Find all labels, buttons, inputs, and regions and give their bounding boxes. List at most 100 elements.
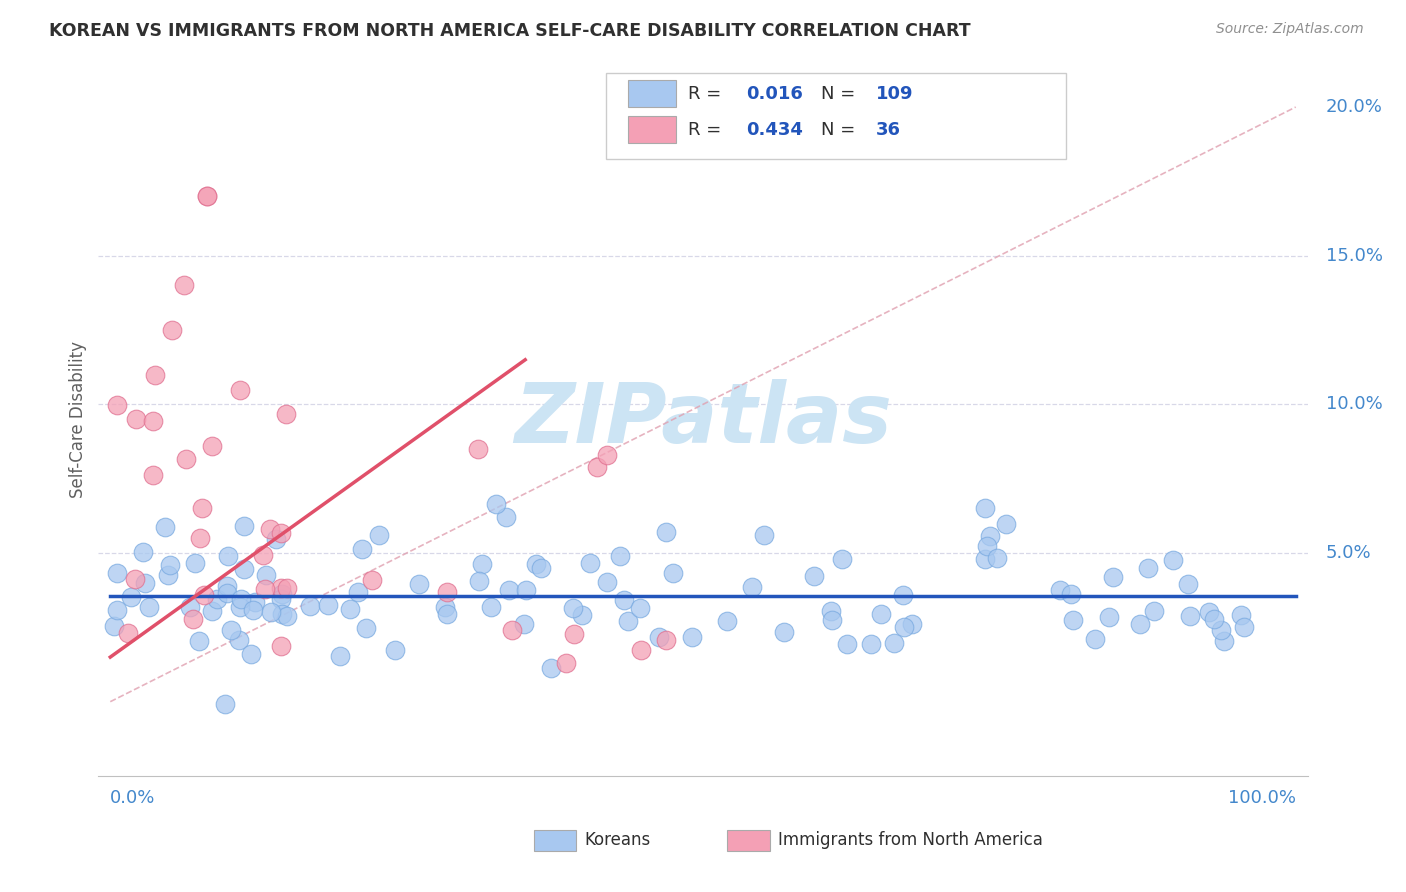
Text: ZIPatlas: ZIPatlas <box>515 379 891 459</box>
Point <box>228 600 250 615</box>
Point <box>134 575 156 590</box>
Bar <box>606 73 1066 159</box>
Y-axis label: Self-Care Disability: Self-Care Disability <box>69 341 87 498</box>
Point <box>835 636 858 650</box>
Point <box>232 562 254 576</box>
Bar <box>628 116 676 143</box>
Point <box>270 525 292 540</box>
Point <box>1212 634 1234 648</box>
Point <box>995 517 1018 532</box>
Point <box>1177 577 1199 591</box>
Point <box>276 407 298 421</box>
Text: 100.0%: 100.0% <box>1227 789 1296 807</box>
Point <box>159 558 181 572</box>
Point <box>1232 620 1254 634</box>
Point <box>883 636 905 650</box>
Point <box>229 592 252 607</box>
Point <box>254 568 277 582</box>
Point <box>143 368 166 382</box>
Point <box>1198 606 1220 620</box>
Point <box>360 573 382 587</box>
Point <box>1180 609 1202 624</box>
Point <box>408 577 430 591</box>
Point <box>228 633 250 648</box>
Point <box>1098 610 1121 624</box>
Point <box>252 549 274 563</box>
Point <box>197 189 219 203</box>
Point <box>124 572 146 586</box>
Point <box>681 630 703 644</box>
Bar <box>628 80 676 107</box>
Point <box>187 634 209 648</box>
Point <box>630 642 652 657</box>
Point <box>201 604 224 618</box>
Point <box>240 648 263 662</box>
Point <box>125 412 148 426</box>
Point <box>191 500 214 515</box>
Point <box>153 520 176 534</box>
Point <box>467 574 489 588</box>
Point <box>562 627 585 641</box>
Point <box>979 529 1001 543</box>
Point <box>1136 561 1159 575</box>
Text: R =: R = <box>689 85 727 103</box>
Point <box>433 600 456 615</box>
Point <box>976 539 998 553</box>
Point <box>1129 617 1152 632</box>
Point <box>298 599 321 613</box>
Point <box>221 623 243 637</box>
Point <box>870 607 893 621</box>
Point <box>270 639 292 653</box>
Point <box>142 414 165 428</box>
Text: KOREAN VS IMMIGRANTS FROM NORTH AMERICA SELF-CARE DISABILITY CORRELATION CHART: KOREAN VS IMMIGRANTS FROM NORTH AMERICA … <box>49 22 970 40</box>
Point <box>986 550 1008 565</box>
Point <box>117 626 139 640</box>
Point <box>596 448 619 462</box>
Point <box>585 459 607 474</box>
Point <box>188 531 211 545</box>
Point <box>276 581 298 595</box>
Point <box>467 442 489 456</box>
Point <box>471 558 494 572</box>
Bar <box>727 830 769 851</box>
Text: 5.0%: 5.0% <box>1326 544 1371 562</box>
Point <box>530 561 553 575</box>
Point <box>773 624 796 639</box>
Point <box>515 582 537 597</box>
Point <box>253 582 276 596</box>
Point <box>1062 613 1084 627</box>
Point <box>259 522 281 536</box>
Point <box>1161 553 1184 567</box>
Point <box>138 600 160 615</box>
Point <box>485 498 508 512</box>
Point <box>821 613 844 627</box>
Point <box>648 630 671 644</box>
Point <box>120 590 142 604</box>
Point <box>270 587 292 601</box>
Point <box>217 579 239 593</box>
Point <box>662 566 685 581</box>
Point <box>201 439 224 453</box>
Point <box>1211 623 1233 637</box>
Point <box>498 583 520 598</box>
Point <box>628 600 651 615</box>
Text: Immigrants from North America: Immigrants from North America <box>778 831 1043 849</box>
Point <box>193 588 215 602</box>
Point <box>973 500 995 515</box>
Point <box>655 632 678 647</box>
Point <box>197 189 219 203</box>
Point <box>571 607 593 622</box>
Point <box>752 528 775 542</box>
Point <box>183 556 205 570</box>
Text: Koreans: Koreans <box>585 831 651 849</box>
Point <box>513 616 536 631</box>
Text: 109: 109 <box>876 85 914 103</box>
Point <box>1230 607 1253 622</box>
Point <box>501 624 523 638</box>
Point <box>264 532 287 546</box>
Point <box>160 323 183 337</box>
Point <box>105 566 128 580</box>
Point <box>616 614 638 628</box>
Text: N =: N = <box>821 120 862 138</box>
Point <box>243 595 266 609</box>
